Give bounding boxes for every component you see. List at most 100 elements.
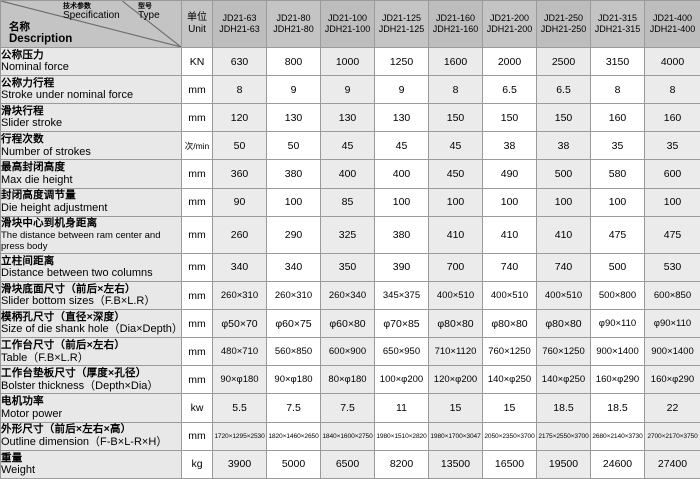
row-label-en: Nominal force: [1, 61, 69, 74]
row-value: 160×φ290: [590, 365, 645, 395]
row-value: 1720×1295×2530: [212, 421, 267, 451]
row-value: 8: [428, 75, 483, 105]
row-description: 最高封闭高度 Max die height: [0, 159, 182, 189]
row-value: 22: [644, 393, 700, 423]
row-label-cn: 工作台尺寸（前后×左右）: [1, 339, 126, 352]
row-unit: mm: [181, 187, 213, 217]
row-value: 160×φ290: [644, 365, 700, 395]
row-value: 740: [482, 252, 537, 283]
row-value: 410: [482, 215, 537, 254]
row-label-cn: 滑块底面尺寸（前后×左右）: [1, 282, 136, 295]
row-description: 封闭高度调节量 Die height adjustment: [0, 187, 182, 217]
row-value: 160: [590, 103, 645, 133]
row-unit: mm: [181, 252, 213, 283]
row-value: 3150: [590, 46, 645, 77]
header-unit-cell: 单位 Unit: [181, 0, 213, 48]
row-value: 360: [212, 159, 267, 189]
header-model-jd21-80: JD21-80 JDH21-80: [266, 0, 321, 48]
row-value: 19500: [536, 449, 591, 479]
row-label-cn: 外形尺寸（前后×左右×高）: [1, 423, 132, 436]
row-description: 滑块行程 Slider stroke: [0, 103, 182, 133]
row-value: 325: [320, 215, 375, 254]
row-value: 27400: [644, 449, 700, 479]
row-description: 立柱间距离 Distance between two columns: [0, 252, 182, 283]
model-code-primary: JD21-100: [327, 12, 368, 23]
row-label-en: Table（F.B×L.R）: [1, 351, 89, 364]
row-value: 130: [320, 103, 375, 133]
row-description: 工作台尺寸（前后×左右） Table（F.B×L.R）: [0, 337, 182, 367]
row-value: 24600: [590, 449, 645, 479]
header-model-jd21-200: JD21-200 JDH21-200: [482, 0, 537, 48]
row-value: 35: [590, 131, 645, 161]
row-label-cn: 模柄孔尺寸（直径×深度）: [1, 311, 126, 324]
row-label-cn: 公称力行程: [1, 76, 55, 89]
row-value: 400×510: [536, 281, 591, 311]
row-value: 18.5: [590, 393, 645, 423]
unit-label-cn: 单位: [187, 11, 207, 23]
row-value: 9: [266, 75, 321, 105]
model-code-secondary: JDH21-160: [432, 24, 479, 34]
table-row: 滑块行程 Slider stroke mm 120 130 130 130 150 150 150…: [0, 103, 700, 133]
model-code-secondary: JDH21-250: [540, 24, 587, 34]
row-value: 15: [428, 393, 483, 423]
table-row: 最高封闭高度 Max die height mm 360 380 400 400 450 490…: [0, 159, 700, 189]
row-value: 35: [644, 131, 700, 161]
header-type-label: 型号 Type: [138, 3, 160, 21]
table-row: 滑块底面尺寸（前后×左右） Slider bottom sizes（F.B×L.R…: [0, 281, 700, 311]
row-label-en: Number of strokes: [1, 145, 91, 158]
row-value: 390: [374, 252, 429, 283]
row-value: 90: [212, 187, 267, 217]
row-value: 345×375: [374, 281, 429, 311]
row-value: 160: [644, 103, 700, 133]
table-body: 公称压力 Nominal force KN 630 800 1000 1250 1600 200…: [0, 46, 700, 479]
row-value: 400×510: [482, 281, 537, 311]
row-label-cn: 最高封闭高度: [1, 161, 66, 174]
row-value: 380: [374, 215, 429, 254]
model-code-primary: JD21-160: [435, 12, 476, 23]
row-unit: KN: [181, 46, 213, 77]
row-value: 120×φ200: [428, 365, 483, 395]
row-value: 100: [482, 187, 537, 217]
table-row: 滑块中心到机身距离 The distance between ram center…: [0, 215, 700, 254]
row-value: 18.5: [536, 393, 591, 423]
row-label-cn: 公称压力: [1, 48, 44, 61]
row-value: 480×710: [212, 337, 267, 367]
header-model-jd21-315: JD21-315 JDH21-315: [590, 0, 645, 48]
row-value: 90×φ180: [266, 365, 321, 395]
row-description: 重量 Weight: [0, 449, 182, 479]
row-value: 2680×2140×3730: [590, 421, 645, 451]
row-label-cn: 滑块中心到机身距离: [1, 217, 98, 230]
row-unit: mm: [181, 159, 213, 189]
row-label-en: Slider bottom sizes（F.B×L.R）: [1, 295, 156, 308]
row-unit: mm: [181, 281, 213, 311]
model-code-primary: JD21-63: [222, 12, 257, 23]
row-value: 7.5: [320, 393, 375, 423]
model-code-primary: JD21-80: [276, 12, 311, 23]
row-value: 4000: [644, 46, 700, 77]
row-value: 600: [644, 159, 700, 189]
row-value: 45: [320, 131, 375, 161]
diagonal-divider-icon: [1, 1, 181, 47]
row-value: 260: [212, 215, 267, 254]
row-value: 580: [590, 159, 645, 189]
row-label-en: Weight: [1, 464, 36, 477]
unit-label-en: Unit: [188, 24, 206, 35]
row-value: 260×310: [212, 281, 267, 311]
row-value: 400×510: [428, 281, 483, 311]
row-label-en: Bolster thickness（Depth×Dia）: [1, 379, 159, 392]
row-value: 1840×1600×2750: [320, 421, 375, 451]
table-row: 重量 Weight kg 3900 5000 6500 8200 13500 16500 1950…: [0, 449, 700, 479]
row-value: 9: [374, 75, 429, 105]
row-value: 85: [320, 187, 375, 217]
model-code-secondary: JDH21-315: [594, 24, 641, 34]
row-value: 140×φ250: [536, 365, 591, 395]
row-value: 150: [428, 103, 483, 133]
row-label-cn: 封闭高度调节量: [1, 189, 76, 202]
row-value: 700: [428, 252, 483, 283]
table-row: 行程次数 Number of strokes 次/min 50 50 45 45 45 38 38…: [0, 131, 700, 161]
row-value: 15: [482, 393, 537, 423]
row-value: 740: [536, 252, 591, 283]
row-value: φ90×110: [590, 309, 645, 339]
header-model-jd21-160: JD21-160 JDH21-160: [428, 0, 483, 48]
